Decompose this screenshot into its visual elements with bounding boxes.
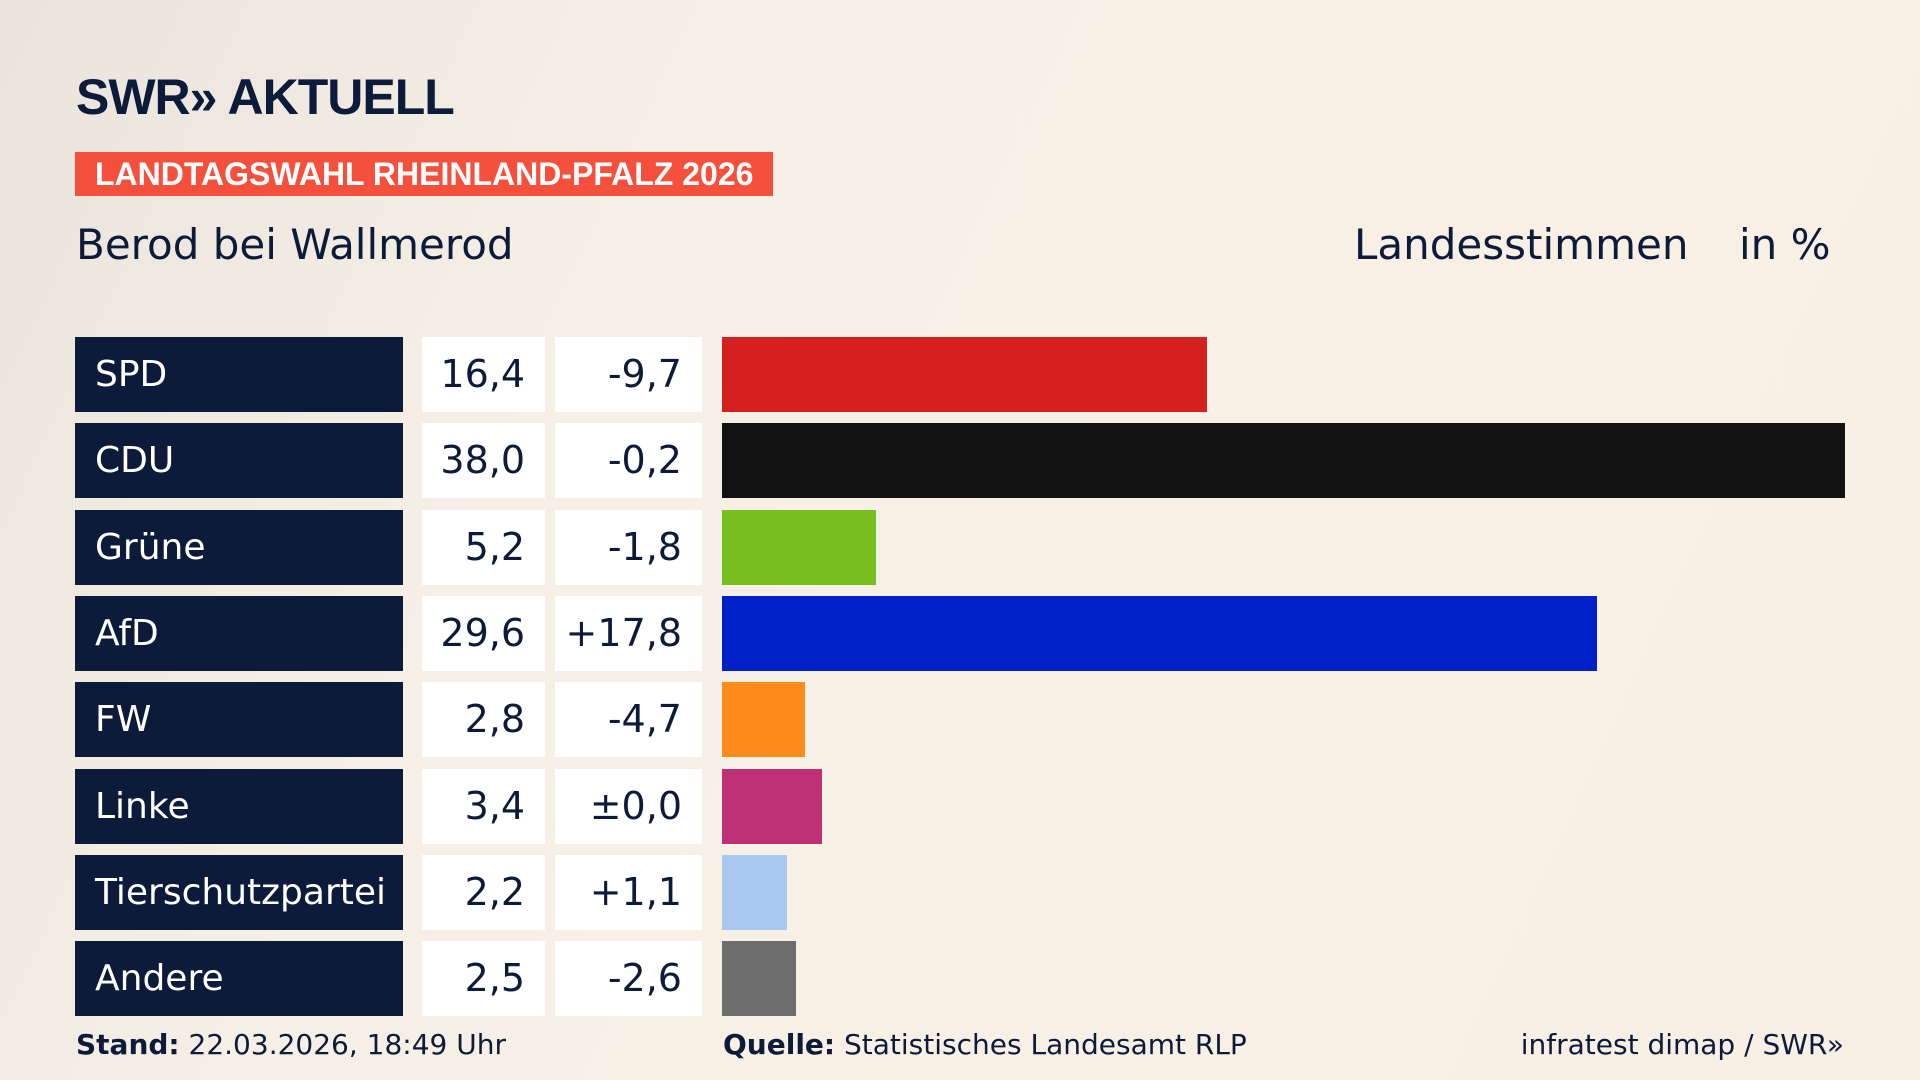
party-value: 16,4 (422, 337, 545, 412)
party-diff: -9,7 (555, 337, 702, 412)
party-bar (722, 854, 788, 930)
timestamp: Stand: 22.03.2026, 18:49 Uhr (76, 1028, 506, 1061)
party-bar (722, 595, 1597, 671)
party-diff: +1,1 (555, 854, 702, 930)
unit-label: in % (1739, 220, 1831, 269)
party-diff: ±0,0 (555, 768, 702, 844)
stand-value: 22.03.2026, 18:49 Uhr (188, 1028, 506, 1061)
party-name: SPD (75, 337, 403, 412)
party-bar (722, 768, 823, 844)
party-name: Grüne (75, 509, 403, 585)
party-diff: +17,8 (555, 595, 702, 671)
party-bar (722, 509, 876, 585)
party-diff: -0,2 (555, 423, 702, 499)
source-value: Statistisches Landesamt RLP (844, 1028, 1247, 1061)
election-banner: LANDTAGSWAHL RHEINLAND-PFALZ 2026 (75, 152, 774, 196)
party-diff: -1,8 (555, 509, 702, 585)
party-value: 5,2 (422, 509, 545, 585)
swr-aktuell-logo: SWR» AKTUELL (76, 69, 455, 125)
party-diff: -2,6 (555, 941, 702, 1017)
stand-label: Stand: (76, 1028, 180, 1061)
party-value: 2,8 (422, 682, 545, 758)
party-bar (722, 941, 796, 1017)
party-name: Andere (75, 941, 403, 1017)
source: Quelle: Statistisches Landesamt RLP (723, 1028, 1247, 1061)
party-diff: -4,7 (555, 682, 702, 758)
party-value: 3,4 (422, 768, 545, 844)
party-bar (722, 682, 805, 758)
party-name: Linke (75, 768, 403, 844)
place-title: Berod bei Wallmerod (76, 220, 514, 269)
vote-type-label: Landesstimmen (1354, 220, 1689, 269)
party-name: FW (75, 682, 403, 758)
credit: infratest dimap / SWR» (1520, 1028, 1844, 1061)
party-value: 2,2 (422, 854, 545, 930)
party-value: 29,6 (422, 595, 545, 671)
party-value: 2,5 (422, 941, 545, 1017)
party-bar (722, 337, 1207, 412)
party-name: CDU (75, 423, 403, 499)
party-name: AfD (75, 595, 403, 671)
source-label: Quelle: (723, 1028, 836, 1061)
party-bar (722, 423, 1845, 499)
party-name: Tierschutzpartei (75, 854, 403, 930)
party-value: 38,0 (422, 423, 545, 499)
